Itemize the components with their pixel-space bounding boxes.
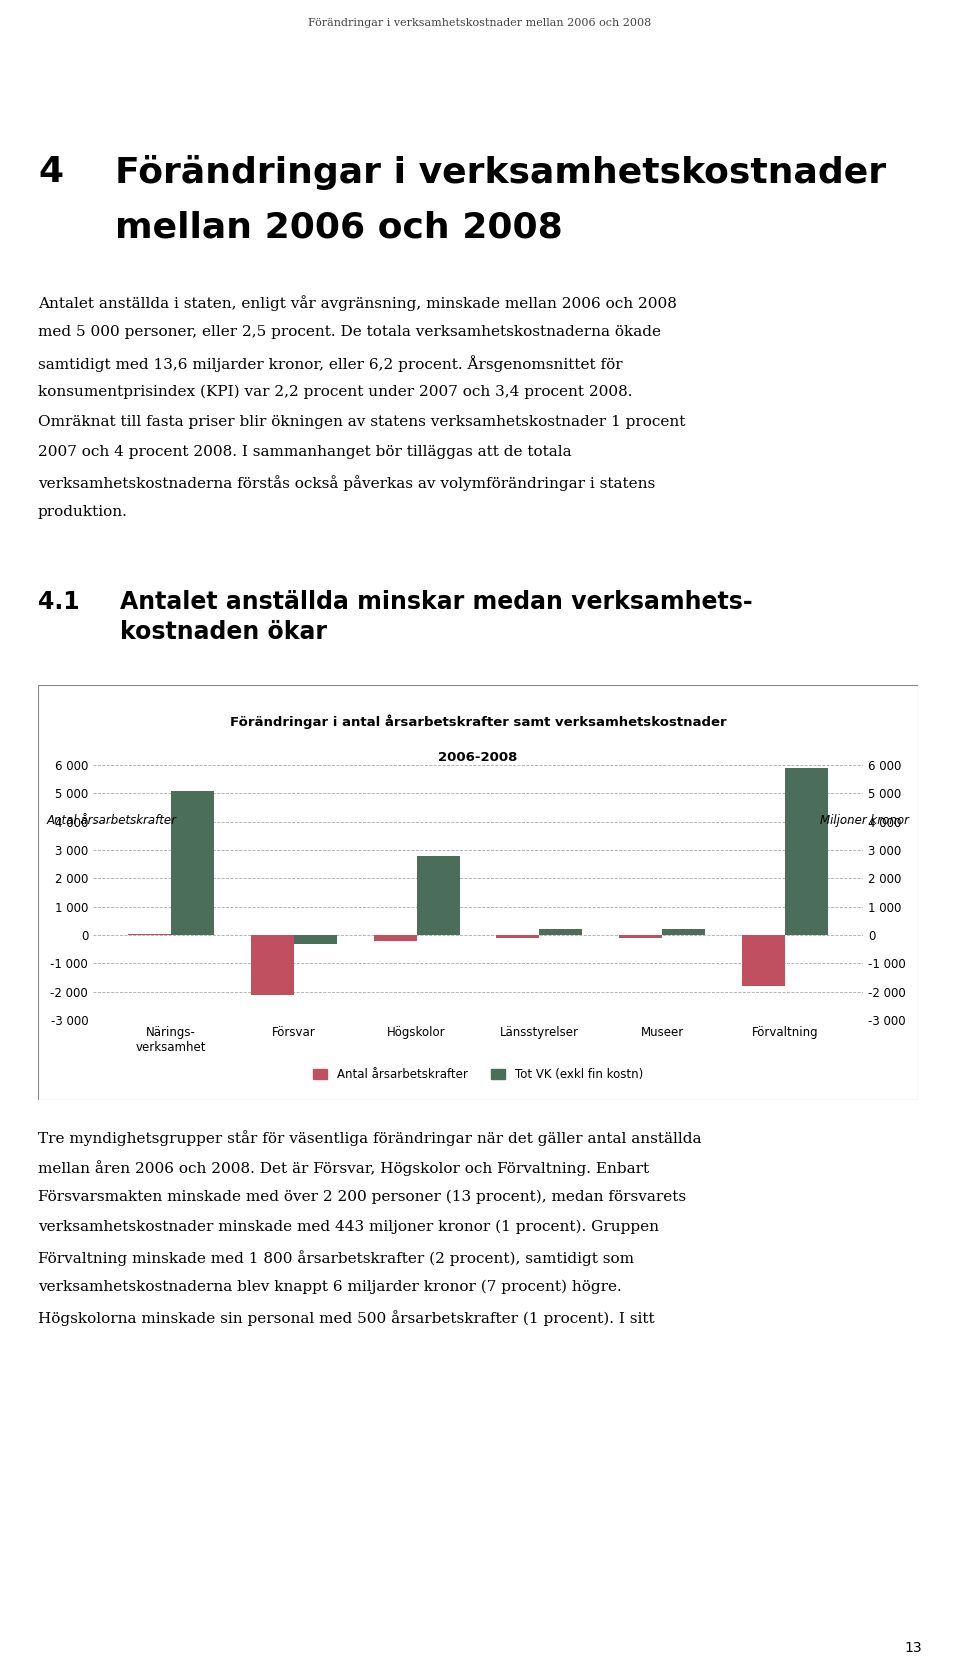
Text: Miljoner kronor: Miljoner kronor bbox=[820, 813, 909, 826]
Text: 4: 4 bbox=[38, 156, 63, 189]
Bar bbox=[662, 929, 706, 935]
Text: Antalet anställda i staten, enligt vår avgränsning, minskade mellan 2006 och 200: Antalet anställda i staten, enligt vår a… bbox=[38, 294, 677, 311]
Bar bbox=[619, 935, 662, 939]
Text: 2007 och 4 procent 2008. I sammanhanget bör tilläggas att de totala: 2007 och 4 procent 2008. I sammanhanget … bbox=[38, 445, 571, 458]
Bar bbox=[540, 929, 583, 935]
Text: Förändringar i verksamhetskostnader: Förändringar i verksamhetskostnader bbox=[115, 156, 886, 191]
Text: med 5 000 personer, eller 2,5 procent. De totala verksamhetskostnaderna ökade: med 5 000 personer, eller 2,5 procent. D… bbox=[38, 325, 661, 340]
Text: 2006-2008: 2006-2008 bbox=[439, 751, 517, 765]
Text: 13: 13 bbox=[904, 1641, 922, 1655]
Text: mellan 2006 och 2008: mellan 2006 och 2008 bbox=[115, 211, 563, 244]
Text: Högskolorna minskade sin personal med 500 årsarbetskrafter (1 procent). I sitt: Högskolorna minskade sin personal med 50… bbox=[38, 1310, 655, 1327]
Bar bbox=[417, 855, 460, 935]
Text: mellan åren 2006 och 2008. Det är Försvar, Högskolor och Förvaltning. Enbart: mellan åren 2006 och 2008. Det är Försva… bbox=[38, 1159, 649, 1176]
Text: Förvaltning minskade med 1 800 årsarbetskrafter (2 procent), samtidigt som: Förvaltning minskade med 1 800 årsarbets… bbox=[38, 1250, 634, 1266]
Text: Förändringar i antal årsarbetskrafter samt verksamhetskostnader: Förändringar i antal årsarbetskrafter sa… bbox=[229, 714, 727, 729]
Text: Försvarsmakten minskade med över 2 200 personer (13 procent), medan försvarets: Försvarsmakten minskade med över 2 200 p… bbox=[38, 1190, 686, 1205]
Text: produktion.: produktion. bbox=[38, 505, 128, 519]
Bar bbox=[785, 768, 828, 935]
Text: Omräknat till fasta priser blir ökningen av statens verksamhetskostnader 1 proce: Omräknat till fasta priser blir ökningen… bbox=[38, 415, 685, 428]
Text: Antal årsarbetskrafter: Antal årsarbetskrafter bbox=[47, 813, 177, 826]
Text: Förändringar i verksamhetskostnader mellan 2006 och 2008: Förändringar i verksamhetskostnader mell… bbox=[308, 18, 652, 28]
Bar bbox=[496, 935, 540, 939]
Text: Tre myndighetsgrupper står för väsentliga förändringar när det gäller antal anst: Tre myndighetsgrupper står för väsentlig… bbox=[38, 1129, 702, 1146]
Text: kostnaden ökar: kostnaden ökar bbox=[120, 621, 327, 644]
Bar bbox=[171, 791, 214, 935]
Bar bbox=[373, 935, 417, 940]
Text: konsumentprisindex (KPI) var 2,2 procent under 2007 och 3,4 procent 2008.: konsumentprisindex (KPI) var 2,2 procent… bbox=[38, 385, 633, 400]
Bar bbox=[251, 935, 294, 994]
Legend: Antal årsarbetskrafter, Tot VK (exkl fin kostn): Antal årsarbetskrafter, Tot VK (exkl fin… bbox=[308, 1064, 648, 1086]
Text: verksamhetskostnaderna förstås också påverkas av volymförändringar i statens: verksamhetskostnaderna förstås också påv… bbox=[38, 475, 656, 490]
Text: 4.1: 4.1 bbox=[38, 591, 80, 614]
Bar bbox=[294, 935, 337, 944]
Text: samtidigt med 13,6 miljarder kronor, eller 6,2 procent. Årsgenomsnittet för: samtidigt med 13,6 miljarder kronor, ell… bbox=[38, 355, 623, 371]
Bar bbox=[742, 935, 785, 985]
Text: Antalet anställda minskar medan verksamhets-: Antalet anställda minskar medan verksamh… bbox=[120, 591, 753, 614]
Text: verksamhetskostnader minskade med 443 miljoner kronor (1 procent). Gruppen: verksamhetskostnader minskade med 443 mi… bbox=[38, 1220, 659, 1235]
Text: verksamhetskostnaderna blev knappt 6 miljarder kronor (7 procent) högre.: verksamhetskostnaderna blev knappt 6 mil… bbox=[38, 1280, 622, 1295]
